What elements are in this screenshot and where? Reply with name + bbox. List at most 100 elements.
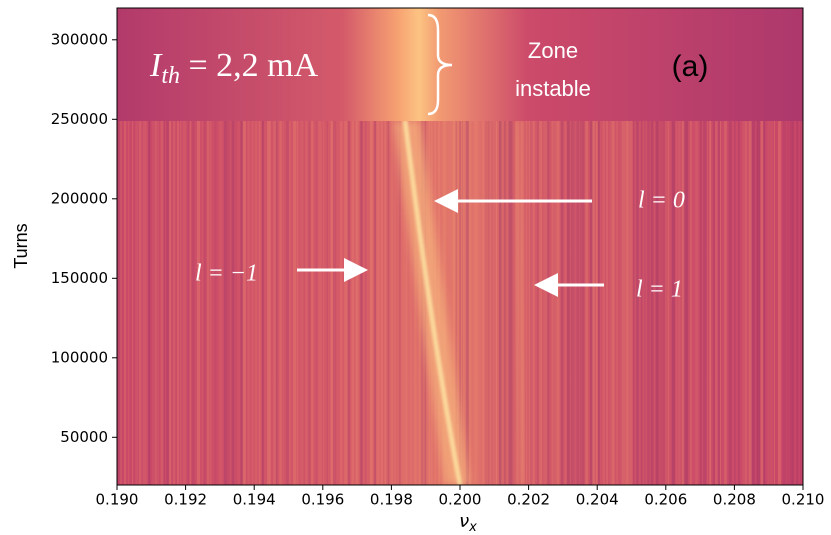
heatmap-streak [756, 8, 760, 485]
heatmap-streak [326, 8, 328, 485]
heatmap-streak [734, 8, 736, 485]
heatmap-streak [621, 8, 625, 485]
heatmap-streak [166, 8, 169, 485]
heatmap-streak [650, 8, 654, 485]
heatmap-streak [537, 8, 539, 485]
heatmap-streak [305, 8, 309, 485]
heatmap-streak [606, 8, 608, 485]
heatmap-streak [786, 8, 789, 485]
heatmap-streak [403, 8, 407, 485]
heatmap-streak [344, 8, 348, 485]
heatmap-streak [315, 8, 318, 485]
heatmap-streak [201, 8, 204, 485]
heatmap-streak [498, 8, 503, 485]
heatmap-streak [560, 8, 564, 485]
heatmap-streak [671, 8, 675, 485]
heatmap-streak [532, 8, 535, 485]
heatmap-streak [551, 8, 554, 485]
heatmap-streak [576, 8, 580, 485]
heatmap-streak [487, 8, 490, 485]
heatmap-streak [602, 8, 606, 485]
heatmap-streak [138, 8, 142, 485]
heatmap-streak [355, 8, 359, 485]
heatmap-streak [770, 8, 773, 485]
heatmap-streak [681, 8, 685, 485]
unstable-zone [117, 8, 803, 121]
heatmap-streak [227, 8, 230, 485]
heatmap-streak [152, 8, 156, 485]
heatmap-streak [597, 8, 600, 485]
heatmap-streak [508, 8, 512, 485]
heatmap-streak [142, 8, 146, 485]
heatmap-streak [275, 8, 278, 485]
heatmap-streak [266, 8, 271, 485]
heatmap-streak [579, 8, 584, 485]
heatmap-streak [573, 8, 575, 485]
heatmap-streak [626, 8, 629, 485]
heatmap-streak [455, 8, 457, 485]
heatmap-streak [293, 8, 297, 485]
heatmap-streak [667, 8, 670, 485]
heatmap-streak [394, 8, 396, 485]
heatmap-streak [504, 8, 506, 485]
heatmap-streak [589, 8, 593, 485]
heatmap-streak [160, 8, 164, 485]
heatmap-streak [585, 8, 588, 485]
heatmap-streak [303, 8, 305, 485]
heatmap-streak [477, 8, 480, 485]
heatmap-streak [282, 8, 284, 485]
heatmap-streak [322, 8, 325, 485]
heatmap-streak [223, 8, 228, 485]
heatmap-streak [449, 8, 452, 485]
heatmap-streak [318, 8, 322, 485]
heatmap-streak [279, 8, 282, 485]
zone-label: instable [515, 76, 591, 101]
heatmap-streak [365, 8, 367, 485]
heatmap-texture [117, 8, 803, 485]
heatmap-streak [644, 8, 646, 485]
heatmap-streak [800, 8, 802, 485]
heatmap-streak [172, 8, 176, 485]
heatmap-streak [748, 8, 752, 485]
heatmap-streak [717, 8, 721, 485]
heatmap-streak [659, 8, 663, 485]
heatmap-streak [187, 8, 190, 485]
heatmap-streak [390, 8, 394, 485]
heatmap-streak [247, 8, 250, 485]
heatmap-streak [307, 8, 311, 485]
heatmap-streak [482, 8, 485, 485]
heatmap-streak [288, 8, 291, 485]
heatmap-streak [182, 8, 187, 485]
heatmap-streak [742, 8, 746, 485]
heatmap-streak [179, 8, 182, 485]
y-tick-label: 150000 [51, 269, 108, 287]
heatmap-streak [709, 8, 712, 485]
heatmap-streak [380, 8, 383, 485]
heatmap-streak [728, 8, 732, 485]
heatmap-streak [485, 8, 487, 485]
heatmap-streak [676, 8, 678, 485]
heatmap-streak [127, 8, 130, 485]
heatmap-streak [738, 8, 740, 485]
heatmap-streak [706, 8, 708, 485]
heatmap-streak [235, 8, 237, 485]
heatmap-streak [117, 8, 121, 485]
heatmap-streak [148, 8, 151, 485]
heatmap-streak [525, 8, 528, 485]
heatmap-streak [384, 8, 387, 485]
heatmap-streak [690, 8, 692, 485]
heatmap-streak [387, 8, 390, 485]
x-tick-label: 0.202 [507, 491, 550, 509]
heatmap-streak [724, 8, 727, 485]
heatmap-streak [214, 8, 217, 485]
heatmap-streak [592, 8, 595, 485]
heatmap-streak [154, 8, 158, 485]
heatmap-streak [629, 8, 633, 485]
heatmap-streak [571, 8, 573, 485]
y-tick-label: 250000 [51, 110, 108, 128]
heatmap-streak [332, 8, 335, 485]
heatmap-streak [196, 8, 201, 485]
y-axis-label: Turns [11, 223, 31, 268]
heatmap-streak [376, 8, 380, 485]
threshold-label: Ith = 2,2 mA [149, 47, 319, 89]
